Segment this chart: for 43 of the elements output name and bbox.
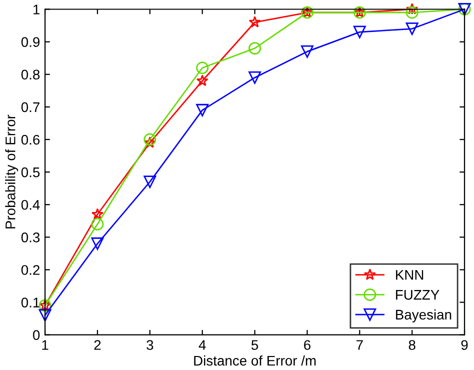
point: [91, 208, 104, 220]
y-tick-label: 1: [34, 4, 40, 14]
point: [406, 22, 418, 36]
x-tick-label: 2: [94, 340, 101, 350]
point: [248, 42, 262, 55]
point: [91, 218, 104, 230]
point: [248, 16, 261, 28]
x-axis-title: Distance of Error /m: [194, 355, 316, 366]
point: [196, 62, 209, 74]
point: [144, 176, 156, 188]
x-tick-label: 4: [198, 340, 206, 350]
x-tick-label: 8: [408, 340, 416, 350]
y-tick-label: 0.5: [21, 167, 40, 178]
y-tick-label: 0.3: [21, 232, 40, 242]
point: [144, 133, 156, 146]
x-tick-label: 9: [461, 340, 468, 350]
x-tick-label: 1: [42, 340, 48, 350]
point: [91, 237, 104, 250]
x-tick-label: 6: [304, 340, 310, 350]
y-tick-label: 0.6: [21, 134, 40, 145]
legend-label: KNN: [396, 270, 424, 280]
y-tick-label: 0.2: [21, 265, 40, 275]
point: [196, 74, 208, 86]
point: [353, 26, 366, 38]
x-tick-label: 3: [146, 340, 154, 350]
x-tick-label: 5: [251, 340, 258, 350]
y-tick-label: 0.7: [21, 102, 40, 112]
y-tick-label: 0: [32, 330, 40, 340]
y-tick-label: 0.4: [21, 200, 40, 210]
point: [406, 6, 418, 19]
point: [300, 45, 314, 58]
y-tick-label: 0.1: [21, 298, 40, 308]
point: [38, 309, 52, 322]
point: [248, 71, 262, 84]
legend-label: FUZZY: [396, 290, 440, 300]
point: [196, 104, 209, 116]
y-axis-title: Probability of Error: [5, 114, 18, 228]
y-tick-label: 0.8: [21, 70, 40, 80]
legend-label: Bayesian: [396, 309, 452, 322]
point: [144, 136, 156, 148]
x-tick-label: 7: [356, 340, 363, 350]
point: [406, 3, 418, 14]
y-tick-label: 0.9: [21, 37, 40, 47]
